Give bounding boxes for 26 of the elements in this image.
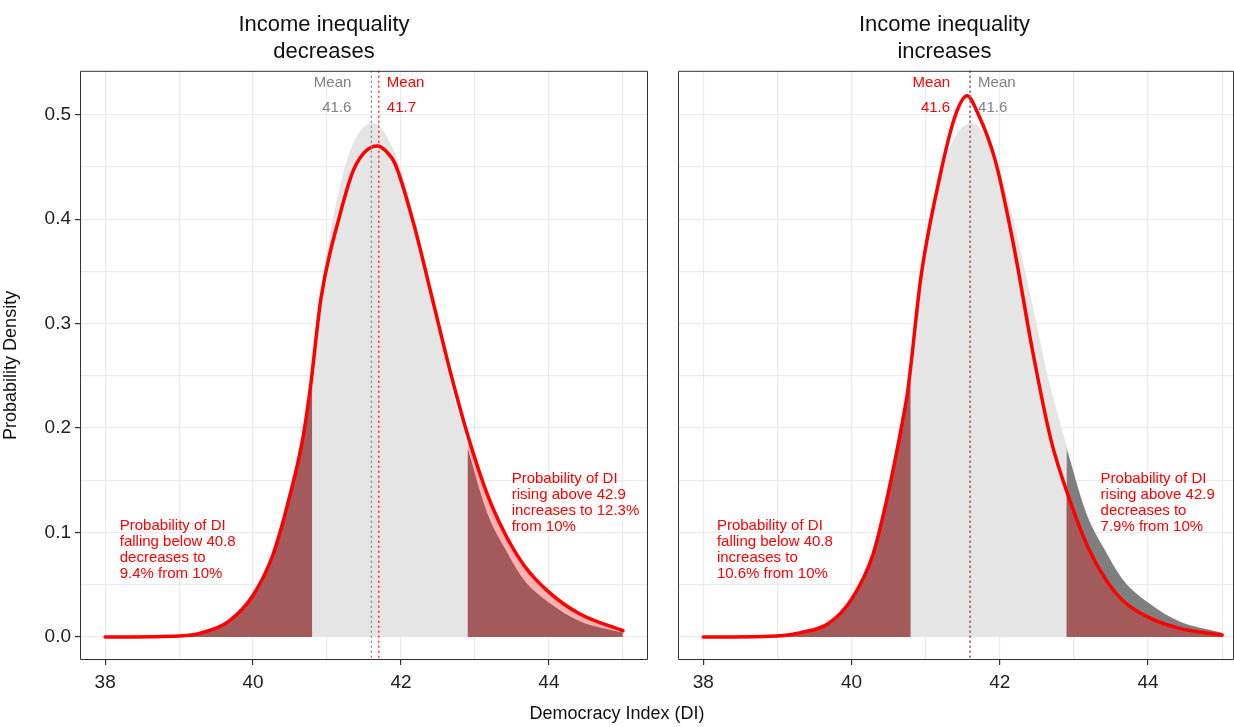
ref-line-label: Mean 41.6 [313, 72, 352, 115]
annotation: Probability of DI falling below 40.8 decreases to 9.4% from 10% [119, 516, 236, 582]
annotation: Probability of DI rising above 42.9 increases to 12.3% from 10% [511, 469, 640, 535]
y-tick-label: 0.2 [44, 416, 71, 438]
y-tick-label: 0.1 [44, 520, 71, 542]
y-tick-label: 0.0 [44, 625, 71, 647]
x-tick-label: 42 [989, 670, 1011, 692]
chart-title: Income inequality decreases [238, 11, 410, 63]
ref-line-label: Mean 41.7 [386, 72, 425, 115]
x-tick-label: 44 [1137, 670, 1159, 692]
annotation: Probability of DI rising above 42.9 decreases to 7.9% from 10% [1100, 469, 1215, 535]
ref-line-label: Mean 41.6 [978, 72, 1016, 115]
y-axis-title: Probability Density [0, 290, 20, 440]
y-tick-label: 0.4 [44, 207, 72, 229]
x-tick-label: 44 [538, 670, 560, 692]
x-tick-label: 38 [94, 670, 116, 692]
ref-line-label: Mean 41.6 [912, 72, 951, 115]
chart-title: Income inequality increases [858, 11, 1031, 63]
x-axis-title: Democracy Index (DI) [528, 703, 706, 724]
y-tick-label: 0.5 [44, 102, 71, 124]
annotation: Probability of DI falling below 40.8 increases to 10.6% from 10% [716, 516, 833, 582]
x-tick-label: 40 [840, 670, 863, 692]
x-tick-label: 38 [692, 670, 714, 692]
y-tick-label: 0.3 [44, 311, 71, 333]
x-tick-label: 42 [390, 670, 412, 692]
x-tick-label: 40 [242, 670, 264, 692]
